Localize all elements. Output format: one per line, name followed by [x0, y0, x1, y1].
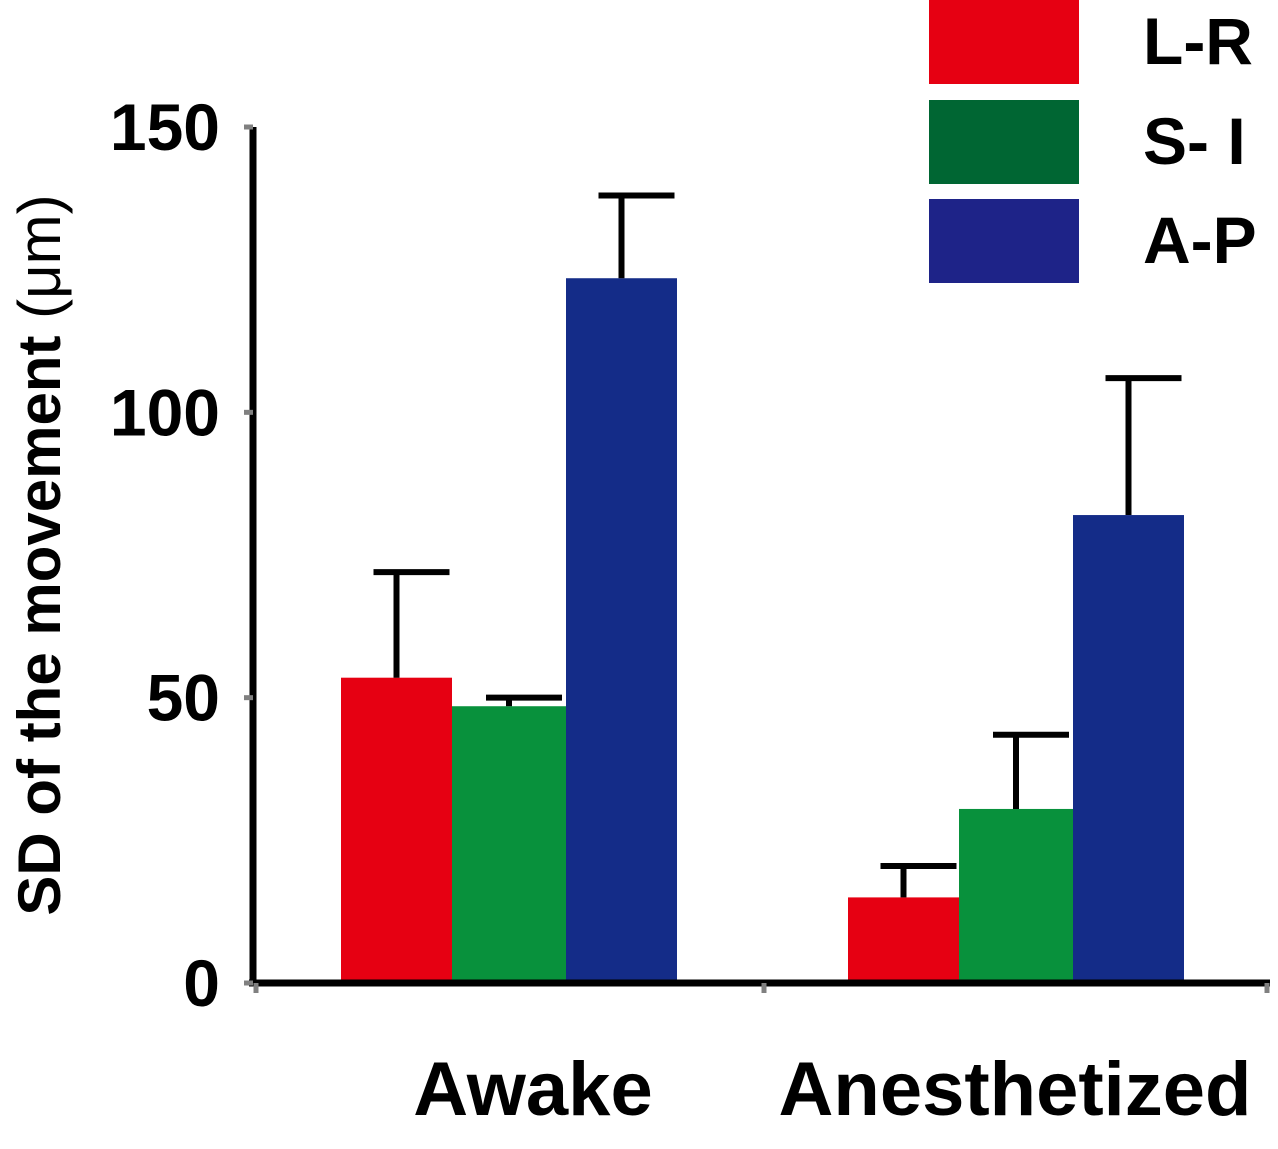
bar-si-awake — [452, 706, 566, 983]
bars-group — [341, 278, 1184, 983]
y-tick-label: 50 — [147, 661, 220, 735]
axis-tick-marks — [244, 124, 1270, 993]
bar-ap-anesthetized — [1073, 515, 1184, 983]
x-category-labels: Awake Anesthetized — [413, 1047, 1251, 1132]
y-axis-label-main: SD of the movement — [6, 319, 73, 916]
bar-lr-anesthetized — [848, 897, 959, 983]
y-axis-ticks: 0 50 100 150 — [110, 90, 220, 1020]
y-tick-label: 0 — [183, 946, 220, 1020]
y-tick-label: 100 — [110, 375, 220, 449]
legend-label: L-R — [1143, 4, 1253, 78]
legend: L-R S- I A-P — [929, 0, 1257, 283]
y-axis-label-unit: (μm) — [6, 194, 73, 319]
legend-label: A-P — [1143, 203, 1257, 277]
x-category-label: Anesthetized — [779, 1047, 1252, 1132]
x-category-label: Awake — [413, 1047, 652, 1132]
y-tick-label: 150 — [110, 90, 220, 164]
legend-label: S- I — [1143, 104, 1246, 178]
legend-swatch — [929, 100, 1079, 184]
y-axis-label: SD of the movement (μm) — [6, 194, 73, 915]
bar-lr-awake — [341, 677, 452, 983]
legend-swatch — [929, 0, 1079, 84]
legend-swatch — [929, 199, 1079, 283]
bar-ap-awake — [566, 278, 677, 983]
bar-si-anesthetized — [959, 808, 1073, 983]
error-bars-group — [373, 192, 1182, 898]
